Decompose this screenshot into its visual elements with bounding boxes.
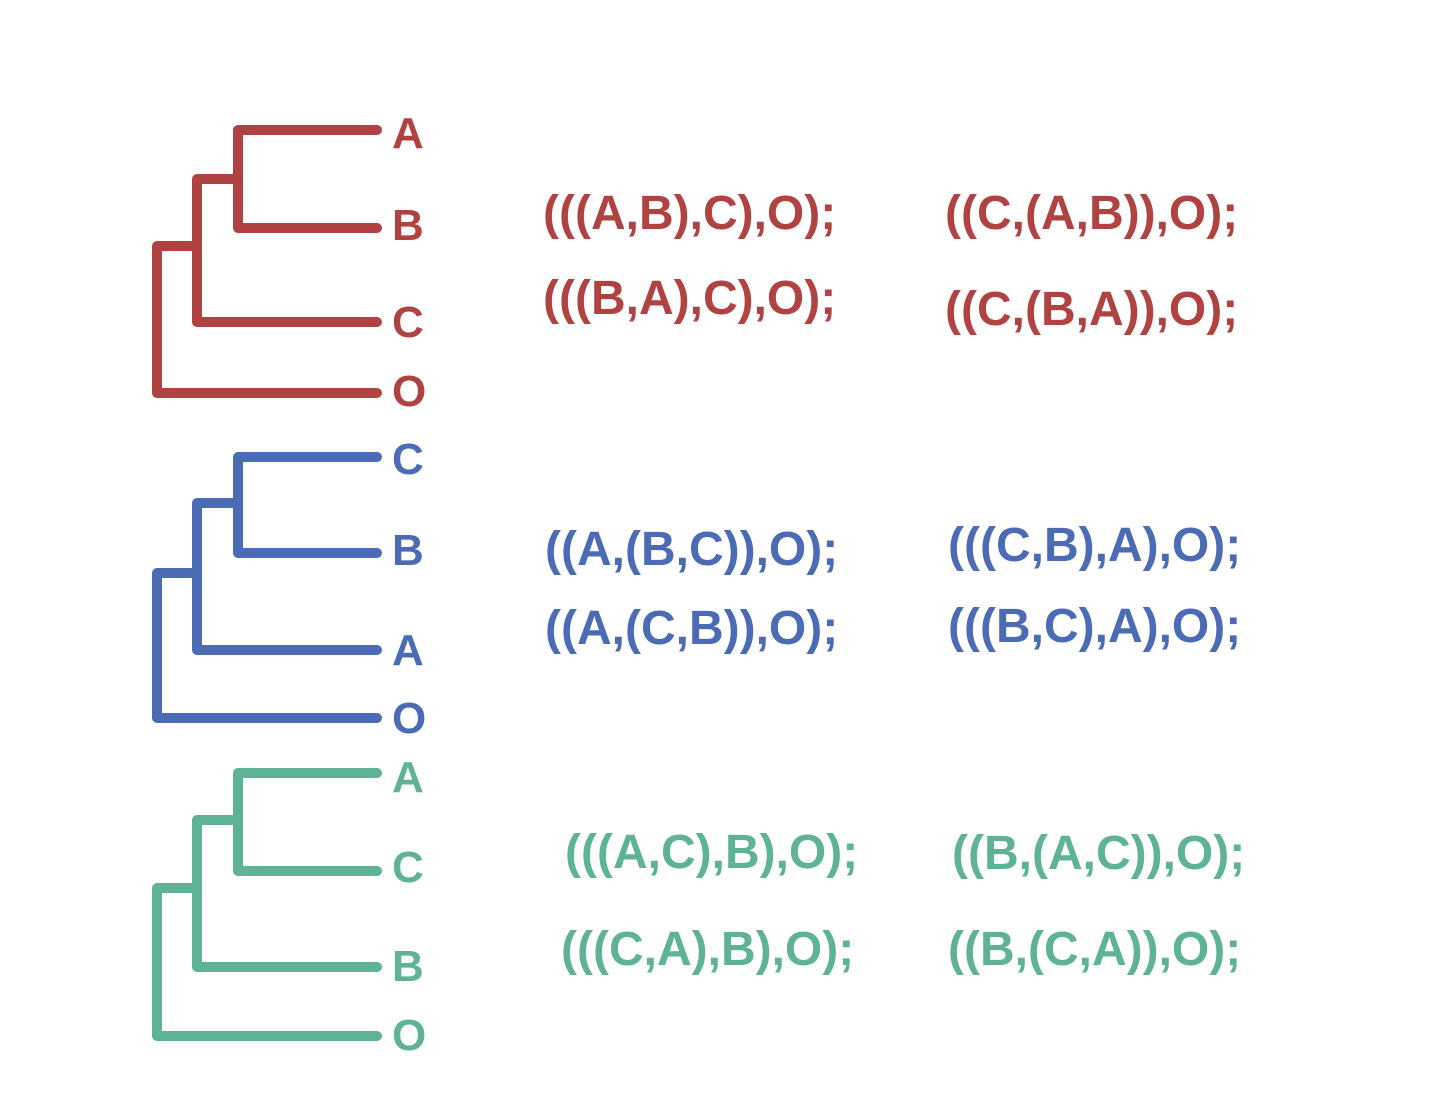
tree-1-newick-3: (((B,A),C),O);: [543, 272, 837, 325]
tree-2-newick-4: (((B,C),A),O);: [948, 600, 1242, 653]
tree-3-tip-4: O: [392, 1011, 426, 1060]
tree-3-tip-2: C: [392, 843, 424, 892]
tree-2-tip-4: O: [392, 694, 426, 743]
tree-3-newick-2: ((B,(A,C)),O);: [952, 827, 1246, 880]
tree-1-tip-3: C: [392, 298, 424, 347]
tree-1-branches: [152, 125, 382, 398]
tree-3-tip-1: A: [392, 753, 424, 802]
tree-2-tip-1: C: [392, 435, 424, 484]
tree-1-tip-1: A: [392, 109, 424, 158]
tree-1-tip-4: O: [392, 367, 426, 416]
tree-2-branches: [152, 452, 382, 723]
tree-2-newick-2: (((C,B),A),O);: [948, 519, 1242, 572]
tree-2-tip-2: B: [392, 526, 424, 575]
tree-3-tip-3: B: [392, 942, 424, 991]
tree-3-branch-root: [152, 883, 382, 1041]
tree-1-newick-4: ((C,(B,A)),O);: [945, 283, 1239, 336]
tree-2-tip-3: A: [392, 626, 424, 675]
tree-3-newick-4: ((B,(C,A)),O);: [948, 923, 1242, 976]
tree-2-branch-root: [152, 568, 382, 723]
tree-1-branch-root: [152, 241, 382, 398]
tree-2-newick-3: ((A,(C,B)),O);: [545, 602, 839, 655]
tree-3-branches: [152, 768, 382, 1041]
tree-3-branch-acb: [192, 815, 382, 972]
tree-1-newick-2: ((C,(A,B)),O);: [945, 187, 1239, 240]
tree-3-branch-ac: [233, 768, 382, 876]
tree-3-newick-3: (((C,A),B),O);: [561, 923, 855, 976]
tree-1-newick-1: (((A,B),C),O);: [543, 187, 837, 240]
tree-2-newick-1: ((A,(B,C)),O);: [545, 523, 839, 576]
tree-1-tip-2: B: [392, 201, 424, 250]
tree-3-newick-1: (((A,C),B),O);: [565, 826, 859, 879]
